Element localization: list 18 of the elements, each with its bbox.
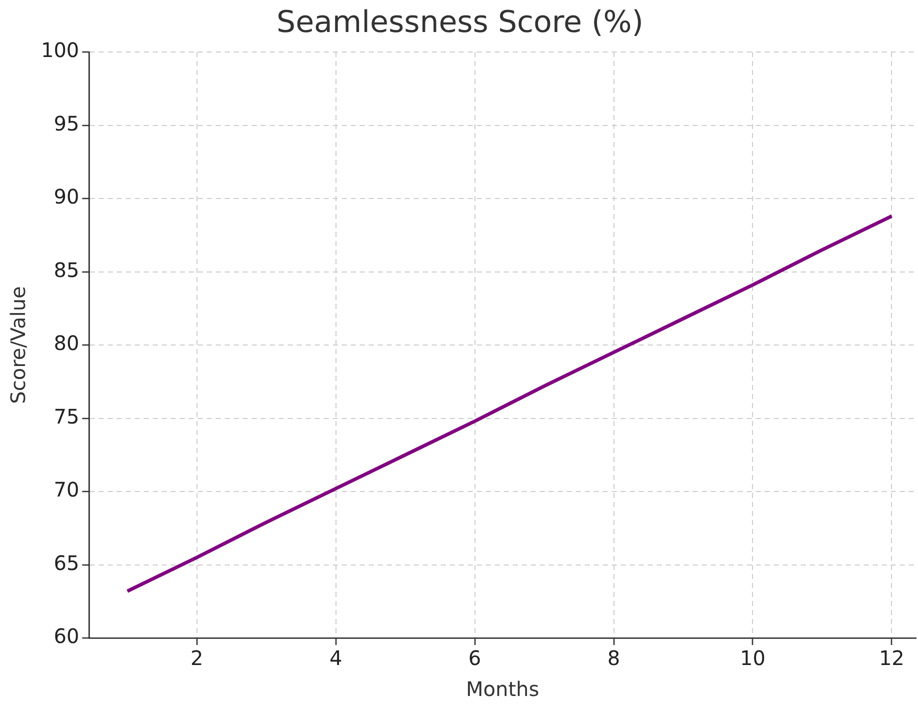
x-tick-label: 2 bbox=[190, 646, 204, 670]
y-tick-label: 85 bbox=[54, 258, 80, 282]
y-tick-label: 60 bbox=[54, 624, 80, 648]
chart-title: Seamlessness Score (%) bbox=[276, 4, 644, 40]
y-tick-label: 65 bbox=[54, 550, 80, 575]
x-tick-label: 12 bbox=[878, 646, 904, 670]
x-tick-label: 10 bbox=[740, 646, 766, 670]
y-tick-label: 95 bbox=[54, 111, 80, 136]
y-tick-label: 90 bbox=[54, 184, 80, 209]
y-tick-label: 80 bbox=[54, 331, 80, 356]
x-tick-label: 8 bbox=[607, 646, 620, 670]
x-tick-label: 6 bbox=[468, 646, 482, 670]
y-tick-label: 75 bbox=[54, 404, 80, 428]
y-tick-label: 100 bbox=[40, 38, 80, 62]
x-axis-title: Months bbox=[466, 677, 540, 702]
y-tick-label: 70 bbox=[54, 478, 80, 502]
x-tick-label: 4 bbox=[329, 646, 342, 670]
y-axis-title: Score/Value bbox=[6, 286, 30, 404]
